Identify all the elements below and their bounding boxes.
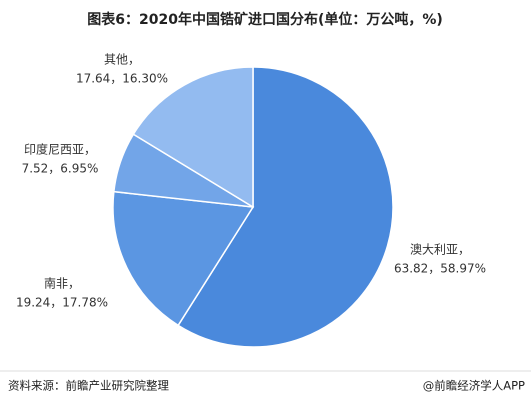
pie-slice [177, 66, 394, 348]
slice-label: 澳大利亚， [410, 243, 470, 257]
chart-title: 图表6：2020年中国锆矿进口国分布(单位：万公吨，%) [87, 11, 443, 28]
slice-label: 其他， [104, 53, 140, 67]
value-label: 17.64，16.30% [76, 72, 168, 86]
brand-note: @前瞻经济学人APP [423, 379, 525, 393]
slice-label: 南非， [44, 276, 80, 291]
slice-label: 印度尼西亚， [24, 142, 96, 157]
value-label: 63.82，58.97% [394, 262, 486, 276]
value-label: 19.24，17.78% [16, 296, 108, 310]
pie-slice [112, 190, 255, 327]
value-label: 7.52，6.95% [22, 162, 99, 176]
source-note: 资料来源：前瞻产业研究院整理 [8, 379, 169, 393]
pie-slice [132, 66, 254, 209]
